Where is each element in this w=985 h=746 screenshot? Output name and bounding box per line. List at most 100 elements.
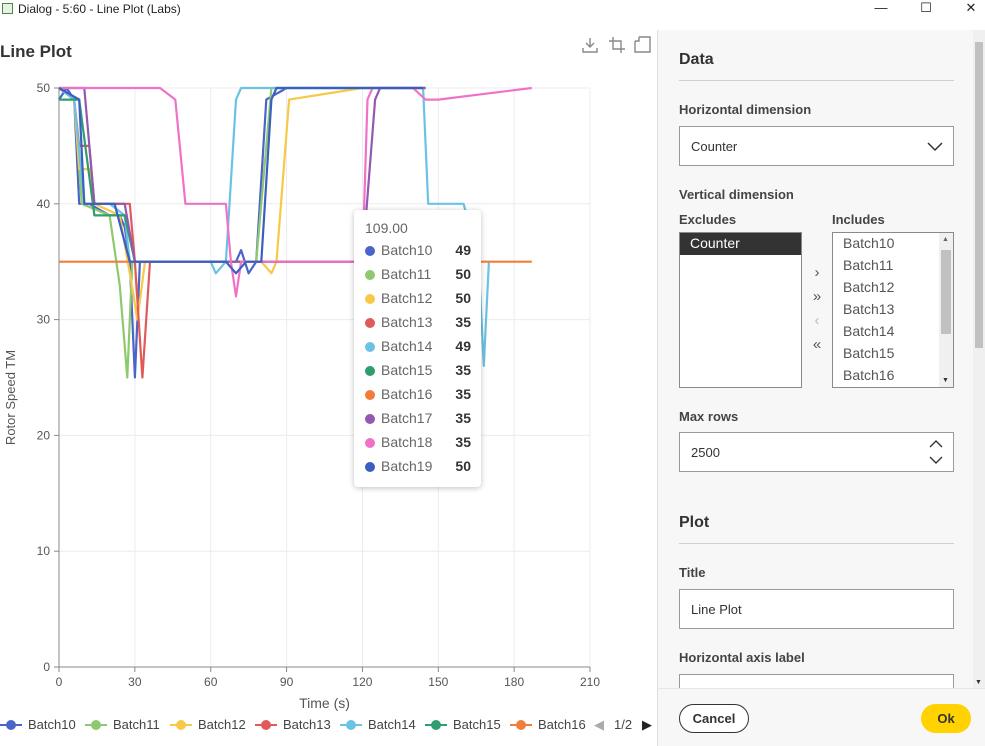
scroll-down-icon[interactable]: ▼ <box>975 679 982 686</box>
includes-scroll-thumb[interactable] <box>941 250 951 334</box>
tooltip-series-value: 35 <box>455 386 471 402</box>
includes-list[interactable]: Batch10 Batch11 Batch12 Batch13 Batch14 Batch… <box>832 232 954 388</box>
includes-list-item[interactable]: Batch16 <box>843 367 895 383</box>
x-axis-label: Time (s) <box>299 695 350 711</box>
includes-list-item[interactable]: Batch14 <box>843 323 895 339</box>
includes-list-item[interactable]: Batch10 <box>843 235 895 251</box>
tooltip-series-name: Batch18 <box>381 434 433 450</box>
series-dot-icon <box>365 366 375 376</box>
x-tick-label: 150 <box>428 675 448 689</box>
move-left-button[interactable]: ‹ <box>814 312 820 329</box>
horizontal-dimension-label: Horizontal dimension <box>679 102 812 117</box>
legend-swatch-icon <box>170 720 192 730</box>
x-tick-label: 0 <box>56 675 63 689</box>
plot-title: Line Plot <box>0 42 72 61</box>
title-input-value: Line Plot <box>691 602 742 617</box>
y-tick-label: 20 <box>37 428 51 442</box>
y-axis-label: Rotor Speed TM <box>3 350 18 445</box>
legend-prev-button[interactable]: ◀ <box>594 717 604 732</box>
tooltip-series-value: 50 <box>455 290 471 306</box>
horizontal-axis-input[interactable] <box>679 674 954 688</box>
tooltip-row: Batch11 50 <box>365 265 471 285</box>
legend-label: Batch10 <box>28 717 76 732</box>
tooltip-row: Batch18 35 <box>365 433 471 453</box>
tooltip-series-value: 35 <box>455 410 471 426</box>
legend-swatch-icon <box>510 720 532 730</box>
divider <box>679 543 954 544</box>
tooltip-series-value: 50 <box>455 266 471 282</box>
ok-button[interactable]: Ok <box>921 704 971 733</box>
panel-scrollbar[interactable]: ▼ <box>973 30 985 688</box>
legend-next-button[interactable]: ▶ <box>642 717 652 732</box>
legend-page-indicator: 1/2 <box>614 717 633 732</box>
tooltip-row: Batch10 49 <box>365 241 471 261</box>
tooltip-row: Batch12 50 <box>365 289 471 309</box>
legend-swatch-icon <box>0 720 22 730</box>
stepper-down-icon[interactable] <box>929 456 943 465</box>
window-titlebar: Dialog - 5:60 - Line Plot (Labs) — ☐ ✕ <box>0 0 985 18</box>
horizontal-dimension-value: Counter <box>691 139 738 154</box>
download-icon[interactable] <box>581 36 599 54</box>
series-dot-icon <box>365 390 375 400</box>
includes-list-item[interactable]: Batch13 <box>843 301 895 317</box>
chevron-down-icon <box>927 142 943 152</box>
tooltip-series-name: Batch19 <box>381 458 433 474</box>
legend-swatch-icon <box>255 720 277 730</box>
cancel-button[interactable]: Cancel <box>679 704 749 733</box>
series-dot-icon <box>365 414 375 424</box>
close-button[interactable]: ✕ <box>965 0 977 15</box>
excludes-list[interactable]: Counter <box>679 232 802 388</box>
legend-swatch-icon <box>85 720 107 730</box>
horizontal-dimension-select[interactable]: Counter <box>679 126 954 166</box>
tooltip-row: Batch13 35 <box>365 313 471 333</box>
x-tick-label: 180 <box>504 675 524 689</box>
tooltip-series-value: 50 <box>455 458 471 474</box>
series-dot-icon <box>365 438 375 448</box>
scroll-up-icon[interactable]: ▲ <box>942 236 949 243</box>
tooltip-series-value: 49 <box>455 338 471 354</box>
minimize-button[interactable]: — <box>874 0 888 15</box>
max-rows-stepper[interactable]: 2500 <box>679 432 954 472</box>
maximize-button[interactable]: ☐ <box>920 0 932 15</box>
move-all-right-button[interactable]: » <box>812 288 822 305</box>
legend-label: Batch11 <box>113 717 160 732</box>
move-right-button[interactable]: › <box>814 264 820 281</box>
tooltip-series-name: Batch11 <box>381 266 432 282</box>
tooltip-series-value: 49 <box>455 242 471 258</box>
tooltip-series-name: Batch17 <box>381 410 433 426</box>
includes-list-item[interactable]: Batch15 <box>843 345 895 361</box>
series-line-batch18[interactable] <box>59 86 532 298</box>
includes-list-item[interactable]: Batch11 <box>843 257 894 273</box>
series-dot-icon <box>365 342 375 352</box>
includes-label: Includes <box>832 212 885 227</box>
includes-list-item[interactable]: Batch12 <box>843 279 895 295</box>
max-rows-label: Max rows <box>679 409 739 424</box>
legend-swatch-icon <box>340 720 362 730</box>
series-line-batch19[interactable] <box>58 86 424 275</box>
chart-axes: 0 30 60 90 120 150 180 210 0 10 20 30 40 50 <box>37 81 601 689</box>
tooltip-series-name: Batch16 <box>381 386 433 402</box>
y-tick-label: 40 <box>37 197 51 211</box>
tooltip-row: Batch19 50 <box>365 457 471 477</box>
x-tick-label: 210 <box>580 675 600 689</box>
title-input[interactable]: Line Plot <box>679 589 954 629</box>
tooltip-row: Batch17 35 <box>365 409 471 429</box>
tooltip-series-name: Batch10 <box>381 242 433 258</box>
tooltip-series-name: Batch13 <box>381 314 433 330</box>
expand-icon[interactable] <box>634 36 652 54</box>
crop-icon[interactable] <box>608 36 626 54</box>
excludes-list-item[interactable]: Counter <box>680 233 801 255</box>
move-all-left-button[interactable]: « <box>812 336 822 353</box>
horizontal-axis-label: Horizontal axis label <box>679 650 805 665</box>
legend-swatch-icon <box>425 720 447 730</box>
stepper-up-icon[interactable] <box>929 439 943 448</box>
x-tick-label: 90 <box>280 675 294 689</box>
max-rows-value: 2500 <box>691 445 720 460</box>
tooltip-series-name: Batch14 <box>381 338 433 354</box>
y-tick-label: 0 <box>43 660 50 674</box>
includes-scrollbar[interactable]: ▲ ▼ <box>939 233 953 387</box>
tooltip-series-name: Batch12 <box>381 290 433 306</box>
scroll-down-icon[interactable]: ▼ <box>942 377 949 384</box>
panel-scroll-thumb[interactable] <box>975 42 983 348</box>
